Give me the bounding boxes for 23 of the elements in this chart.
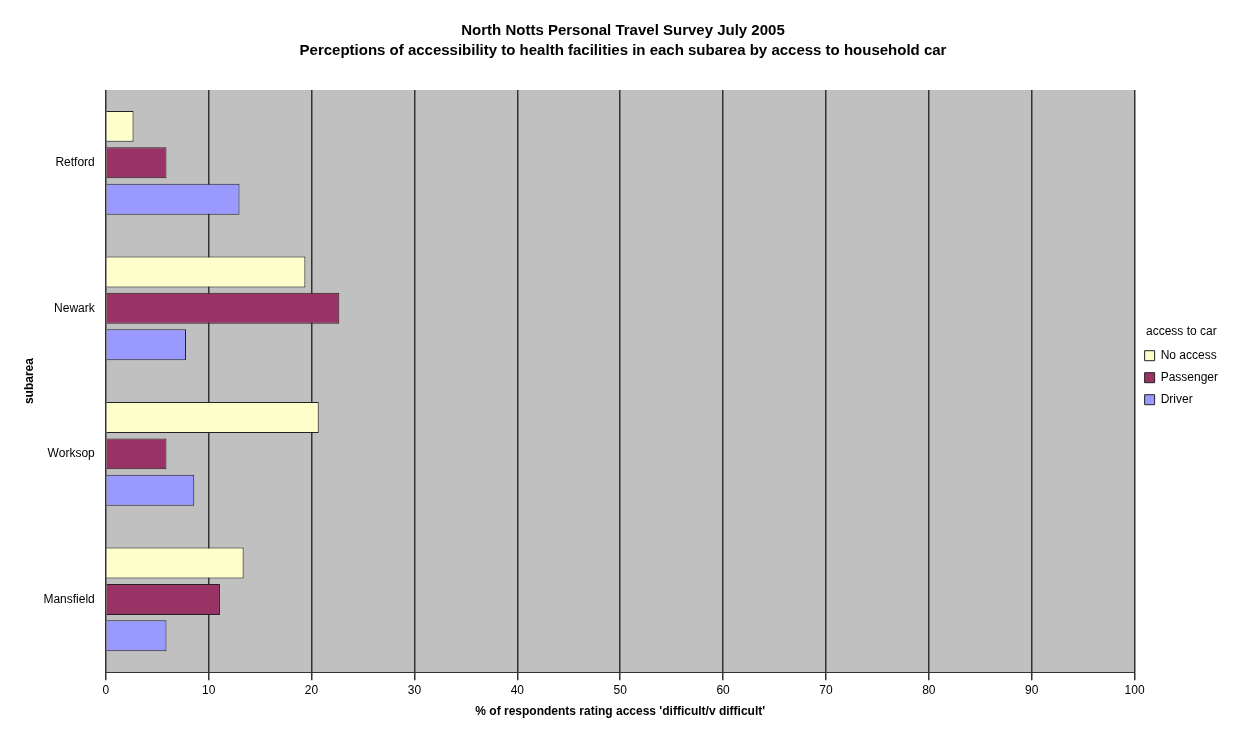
x-tick-label: 80 <box>922 682 936 697</box>
y-axis-title: subarea <box>21 357 36 405</box>
x-tick-label: 40 <box>510 682 525 697</box>
y-tick-label: Newark <box>54 300 96 315</box>
x-tick-label: 50 <box>613 682 628 697</box>
legend-title: access to car <box>1145 323 1217 338</box>
y-tick-label: Worksop <box>47 446 96 461</box>
chart-title: North Notts Personal Travel Survey July 2005 <box>461 21 785 39</box>
x-tick-label: 70 <box>819 682 833 697</box>
y-tick-label: Retford <box>55 155 95 170</box>
x-tick-label: 100 <box>1124 682 1145 697</box>
legend-label: No access <box>1160 348 1217 363</box>
legend-label: Passenger <box>1160 370 1219 385</box>
y-tick-label: Mansfield <box>43 591 95 606</box>
x-tick-label: 20 <box>304 682 319 697</box>
x-tick-label: 60 <box>716 682 731 697</box>
x-tick-label: 0 <box>102 682 110 697</box>
x-tick-label: 30 <box>407 682 422 697</box>
legend-label: Driver <box>1160 392 1193 407</box>
x-tick-label: 10 <box>201 682 216 697</box>
chart-subtitle: Perceptions of accessibility to health facilities in each subarea by access to household car <box>299 41 947 59</box>
x-tick-label: 90 <box>1025 682 1039 697</box>
x-axis-title: % of respondents rating access 'difficult/v difficult' <box>475 704 766 719</box>
